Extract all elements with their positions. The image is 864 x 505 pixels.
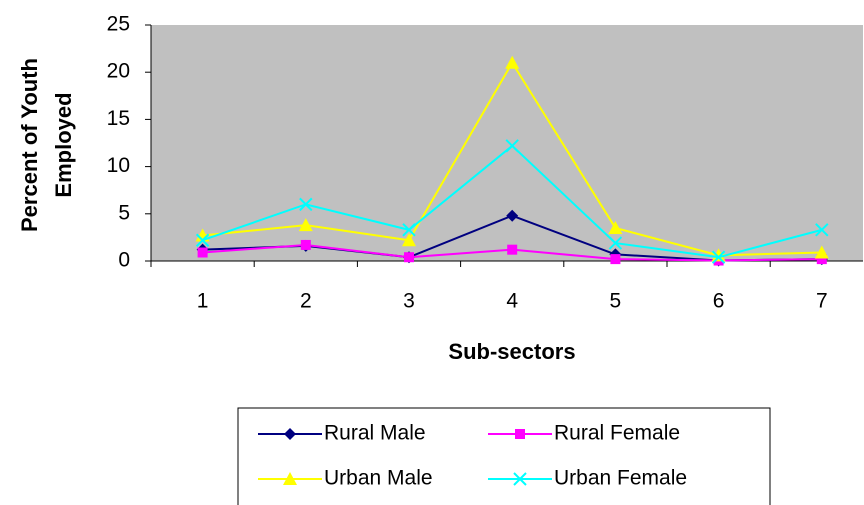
marker bbox=[506, 209, 519, 222]
marker bbox=[195, 233, 210, 247]
legend-marker bbox=[284, 428, 296, 440]
x-tick-label: 2 bbox=[300, 290, 312, 313]
legend-label: Urban Male bbox=[324, 467, 433, 490]
marker bbox=[711, 250, 726, 264]
x-tick-label: 1 bbox=[197, 290, 209, 313]
marker bbox=[505, 139, 519, 153]
marker bbox=[404, 252, 414, 263]
plot-area bbox=[151, 25, 863, 261]
marker bbox=[608, 236, 623, 250]
y-tick-label: 20 bbox=[107, 60, 130, 83]
x-axis-title: Sub-sectors bbox=[448, 339, 575, 364]
marker bbox=[507, 244, 518, 255]
legend-label: Rural Female bbox=[554, 422, 680, 445]
marker bbox=[300, 239, 311, 250]
marker bbox=[610, 254, 621, 265]
legend-label: Urban Female bbox=[554, 467, 687, 490]
y-tick-label: 25 bbox=[107, 13, 130, 36]
marker bbox=[298, 218, 313, 232]
marker bbox=[299, 197, 313, 212]
marker bbox=[402, 223, 416, 237]
marker bbox=[711, 248, 726, 262]
marker bbox=[402, 233, 416, 247]
marker bbox=[816, 254, 827, 265]
y-tick-label: 15 bbox=[107, 107, 130, 130]
marker bbox=[197, 247, 208, 258]
y-tick-label: 0 bbox=[118, 249, 130, 272]
y-tick-label: 10 bbox=[107, 154, 130, 177]
x-tick-label: 6 bbox=[713, 290, 725, 313]
x-tick-label: 3 bbox=[403, 290, 415, 313]
x-tick-label: 4 bbox=[506, 290, 518, 313]
marker bbox=[505, 55, 520, 69]
marker bbox=[608, 220, 623, 234]
x-tick-label: 7 bbox=[816, 290, 828, 313]
x-tick-label: 5 bbox=[610, 290, 622, 313]
legend-box bbox=[237, 407, 771, 505]
legend-marker bbox=[515, 429, 525, 439]
legend-label: Rural Male bbox=[324, 422, 426, 445]
marker bbox=[815, 223, 829, 237]
legend-marker bbox=[513, 472, 527, 486]
legend-marker bbox=[283, 472, 297, 485]
y-tick-label: 5 bbox=[118, 201, 130, 224]
y-axis-title: Percent of Youth Employed bbox=[17, 58, 76, 232]
marker bbox=[814, 245, 829, 259]
